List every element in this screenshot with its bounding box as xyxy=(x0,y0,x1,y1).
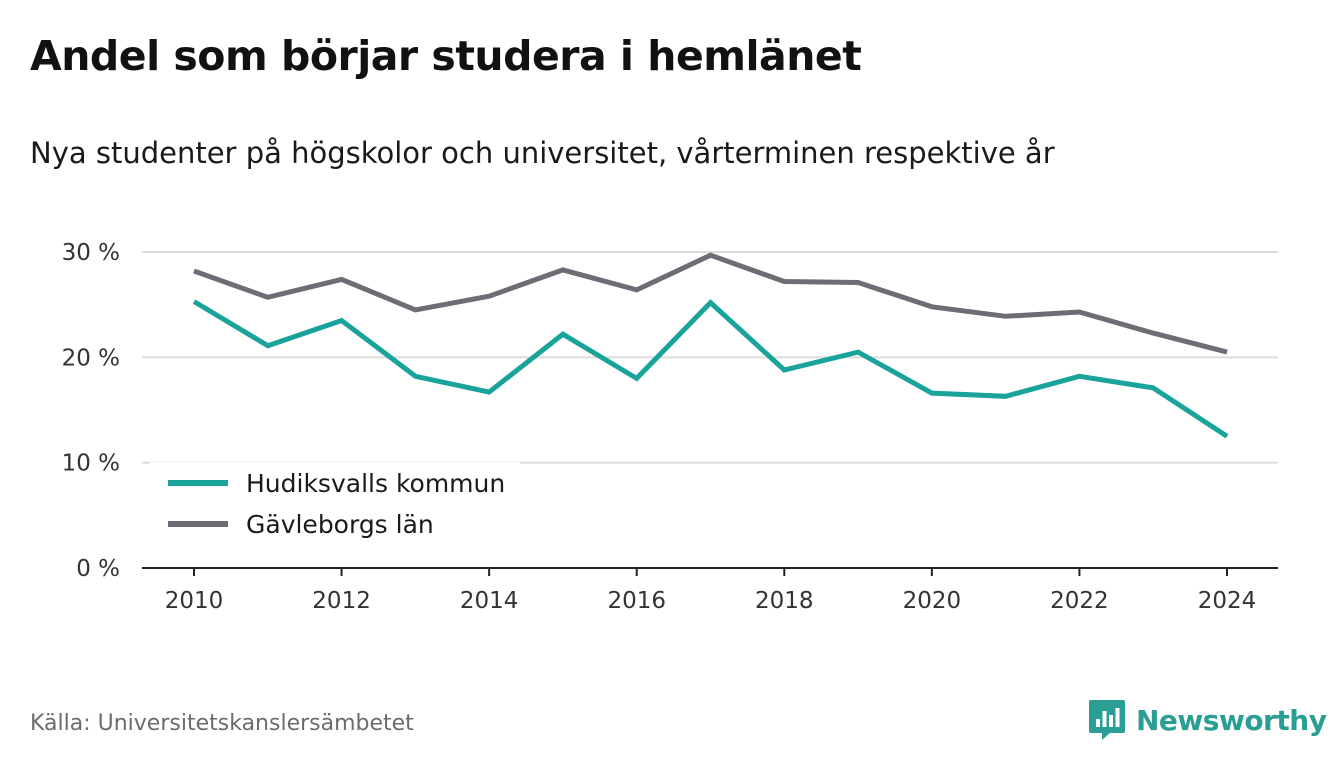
y-tick-label: 20 % xyxy=(62,345,120,371)
x-tick-label: 2018 xyxy=(755,588,814,614)
x-tick-label: 2012 xyxy=(312,588,371,614)
series-lines xyxy=(192,252,1229,439)
brand-name: Newsworthy xyxy=(1136,703,1327,737)
series-line-0 xyxy=(192,299,1229,439)
source-note: Källa: Universitetskanslersämbetet xyxy=(30,711,414,736)
x-tick-label: 2024 xyxy=(1198,588,1257,614)
newsworthy-logo-icon xyxy=(1089,700,1125,740)
chart-title: Andel som börjar studera i hemlänet xyxy=(30,32,862,80)
x-tick-label: 2022 xyxy=(1050,588,1109,614)
x-tick-label: 2020 xyxy=(903,588,962,614)
legend: Hudiksvalls kommun Gävleborgs län xyxy=(150,462,520,550)
x-tick-label: 2010 xyxy=(165,588,224,614)
x-tick-label: 2016 xyxy=(607,588,666,614)
legend-label: Hudiksvalls kommun xyxy=(246,469,505,498)
grid-lines xyxy=(142,251,1278,464)
x-tick-label: 2014 xyxy=(460,588,519,614)
y-tick-label: 10 % xyxy=(62,451,120,477)
y-tick-label: 30 % xyxy=(62,240,120,266)
series-line-1 xyxy=(193,252,1228,355)
legend-label: Gävleborgs län xyxy=(246,510,434,539)
brand-logo: Newsworthy xyxy=(1088,698,1327,742)
y-tick-label: 0 % xyxy=(76,556,120,582)
chart-subtitle: Nya studenter på högskolor och universit… xyxy=(30,136,1055,170)
legend-background xyxy=(150,462,520,550)
axes: 0 % 10 % 20 % 30 % 2010 2012 2014 2016 2018 2020 2… xyxy=(62,240,1278,614)
